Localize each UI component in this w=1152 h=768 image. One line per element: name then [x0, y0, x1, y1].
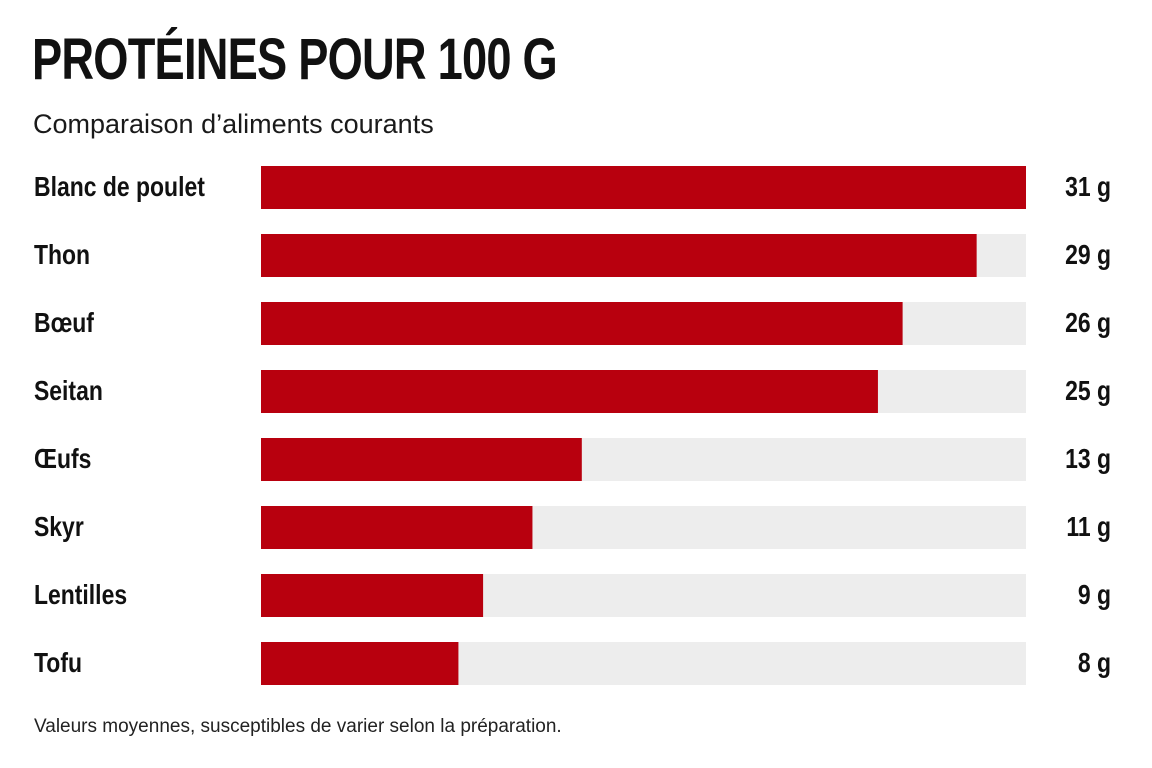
- value-label: 26 g: [1065, 308, 1111, 339]
- value-label: 31 g: [1065, 172, 1111, 203]
- value-label: 9 g: [1078, 580, 1111, 611]
- category-label: Œufs: [34, 444, 91, 475]
- bar-row: Bœuf 26 g: [34, 302, 1111, 345]
- category-label: Seitan: [34, 376, 103, 407]
- category-label: Skyr: [34, 512, 84, 543]
- category-label: Blanc de poulet: [34, 172, 205, 203]
- category-label: Lentilles: [34, 580, 127, 611]
- bar: [261, 574, 484, 617]
- value-label: 13 g: [1065, 444, 1111, 475]
- bar-row: Lentilles 9 g: [34, 574, 1111, 617]
- bar-row: Tofu 8 g: [34, 642, 1111, 685]
- bar-row: Skyr 11 g: [34, 506, 1111, 549]
- value-label: 11 g: [1066, 512, 1111, 543]
- bar: [261, 166, 1026, 209]
- value-label: 8 g: [1078, 648, 1111, 679]
- bar-row: Seitan 25 g: [34, 370, 1111, 413]
- bar-row: Œufs 13 g: [34, 438, 1111, 481]
- bar: [261, 302, 903, 345]
- category-label: Tofu: [34, 648, 82, 679]
- chart-title: PROTÉINES POUR 100 G: [32, 27, 558, 92]
- category-label: Bœuf: [34, 308, 94, 339]
- value-label: 29 g: [1065, 240, 1111, 271]
- bar: [261, 234, 977, 277]
- bar-row: Blanc de poulet 31 g: [34, 166, 1111, 209]
- bar: [261, 370, 878, 413]
- bar: [261, 642, 459, 685]
- value-label: 25 g: [1065, 376, 1111, 407]
- bar-row: Thon 29 g: [34, 234, 1111, 277]
- chart-footnote: Valeurs moyennes, susceptibles de varier…: [34, 716, 562, 737]
- bar: [261, 506, 533, 549]
- chart-subtitle: Comparaison d’aliments courants: [33, 109, 434, 139]
- bar: [261, 438, 582, 481]
- category-label: Thon: [34, 240, 90, 271]
